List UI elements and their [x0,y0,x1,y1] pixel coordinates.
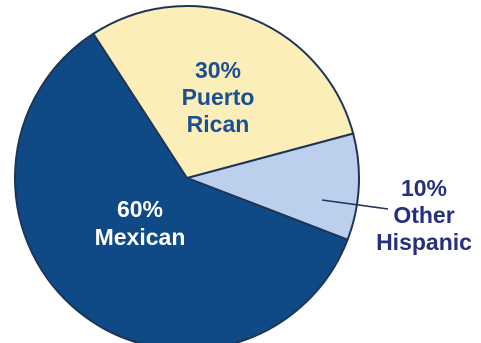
pie-slices [14,5,360,343]
puerto-rican-percent-label: 30% [195,57,241,83]
other-hispanic-category-label-line1: Other [393,202,454,228]
other-hispanic-percent-label: 10% [401,175,447,201]
puerto-rican-category-label-line1: Puerto [182,84,255,110]
puerto-rican-slice [91,5,355,180]
puerto-rican-category-label-line2: Rican [187,111,250,137]
mexican-slice [14,32,349,343]
other-hispanic-category-label-line2: Hispanic [376,229,472,255]
other-hispanic-leader-line [321,199,389,210]
mexican-category-label: Mexican [95,224,186,250]
mexican-percent-label: 60% [117,196,163,222]
other-hispanic-slice [183,132,360,241]
